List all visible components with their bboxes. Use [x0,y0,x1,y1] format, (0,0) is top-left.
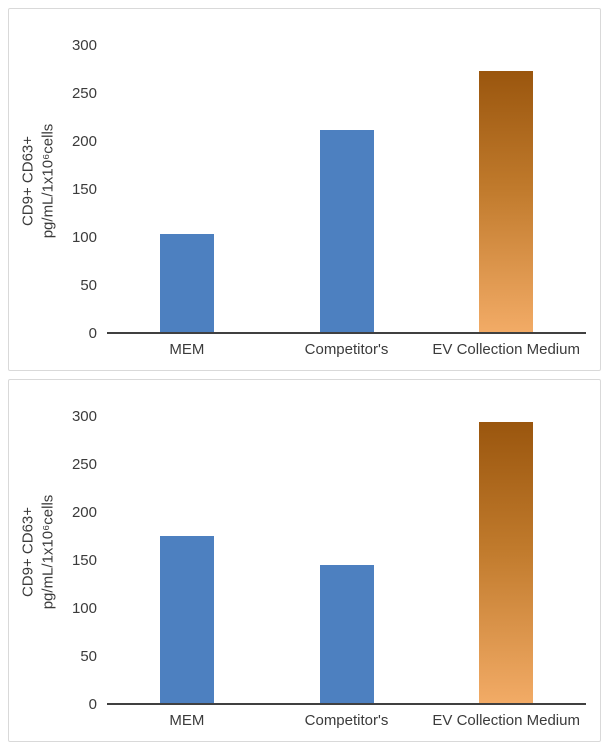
bar-competitor-s [319,129,374,332]
y-ticks: 0 50 100 150 200 250 300 [59,27,107,342]
y-axis-title-line: pg/mL/1x10⁶cells [39,123,56,238]
y-axis-title-line: CD9+ CD63+ [19,135,37,226]
bar-competitor-s [319,564,374,703]
y-tick-label: 50 [80,277,97,295]
y-tick-label: 0 [88,325,97,342]
y-tick-label: 300 [71,408,97,426]
y-ticks: 0 50 100 150 200 250 300 [59,398,107,713]
y-tick-label: 200 [71,133,97,151]
chart-main: CD9+ CD63+ pg/mL/1x10⁶cells 0 50 100 150 200 2… [17,398,586,735]
bar-mem [159,536,214,703]
spacer [59,334,107,364]
plot-column: MEM Competitor's EV Collection Medium [107,27,586,364]
y-axis-title: CD9+ CD63+ pg/mL/1x10⁶cells [19,494,58,609]
y-axis-title-line: CD9+ CD63+ [19,506,37,597]
y-axis-title-area: CD9+ CD63+ pg/mL/1x10⁶cells [17,27,59,334]
x-axis-label: MEM [169,340,205,358]
y-tick-label: 150 [71,552,97,570]
y-axis-title-column: CD9+ CD63+ pg/mL/1x10⁶cells [17,27,59,364]
bar-slot [107,398,267,703]
y-axis-title-line: pg/mL/1x10⁶cells [39,494,56,609]
y-tick-label: 100 [71,229,97,247]
x-axis-label: EV Collection Medium [432,340,580,358]
bar-ev-collection-medium [479,70,534,332]
bar-slot [267,27,427,332]
x-axis-labels: MEM Competitor's EV Collection Medium [107,705,586,735]
bar-mem [159,233,214,332]
spacer [17,705,59,735]
spacer [17,334,59,364]
x-axis-labels: MEM Competitor's EV Collection Medium [107,334,586,364]
x-axis-label: Competitor's [304,340,389,358]
bar-slot [107,27,267,332]
plot-area [107,27,586,334]
top-chart: CD9+ CD63+ pg/mL/1x10⁶cells 0 50 100 150 200 2… [8,8,601,371]
y-tick-label: 300 [71,37,97,55]
bar-slot [426,398,586,703]
x-axis-label: MEM [169,711,205,729]
spacer [59,705,107,735]
y-tick-label: 50 [80,648,97,666]
bar-slot [267,398,427,703]
y-tick-label: 100 [71,600,97,618]
y-axis-title-column: CD9+ CD63+ pg/mL/1x10⁶cells [17,398,59,735]
y-tick-label: 0 [88,696,97,713]
y-axis-ticks-column: 0 50 100 150 200 250 300 [59,27,107,364]
y-axis-title-area: CD9+ CD63+ pg/mL/1x10⁶cells [17,398,59,705]
bottom-chart: CD9+ CD63+ pg/mL/1x10⁶cells 0 50 100 150 200 2… [8,379,601,742]
y-tick-label: 200 [71,504,97,522]
bar-slot [426,27,586,332]
y-axis-title: CD9+ CD63+ pg/mL/1x10⁶cells [19,123,58,238]
y-tick-label: 150 [71,181,97,199]
y-tick-label: 250 [71,456,97,474]
plot-area [107,398,586,705]
chart-main: CD9+ CD63+ pg/mL/1x10⁶cells 0 50 100 150 200 2… [17,27,586,364]
x-axis-label: EV Collection Medium [432,711,580,729]
bar-ev-collection-medium [479,421,534,703]
x-axis-label: Competitor's [304,711,389,729]
y-tick-label: 250 [71,85,97,103]
y-axis-ticks-column: 0 50 100 150 200 250 300 [59,398,107,735]
plot-column: MEM Competitor's EV Collection Medium [107,398,586,735]
